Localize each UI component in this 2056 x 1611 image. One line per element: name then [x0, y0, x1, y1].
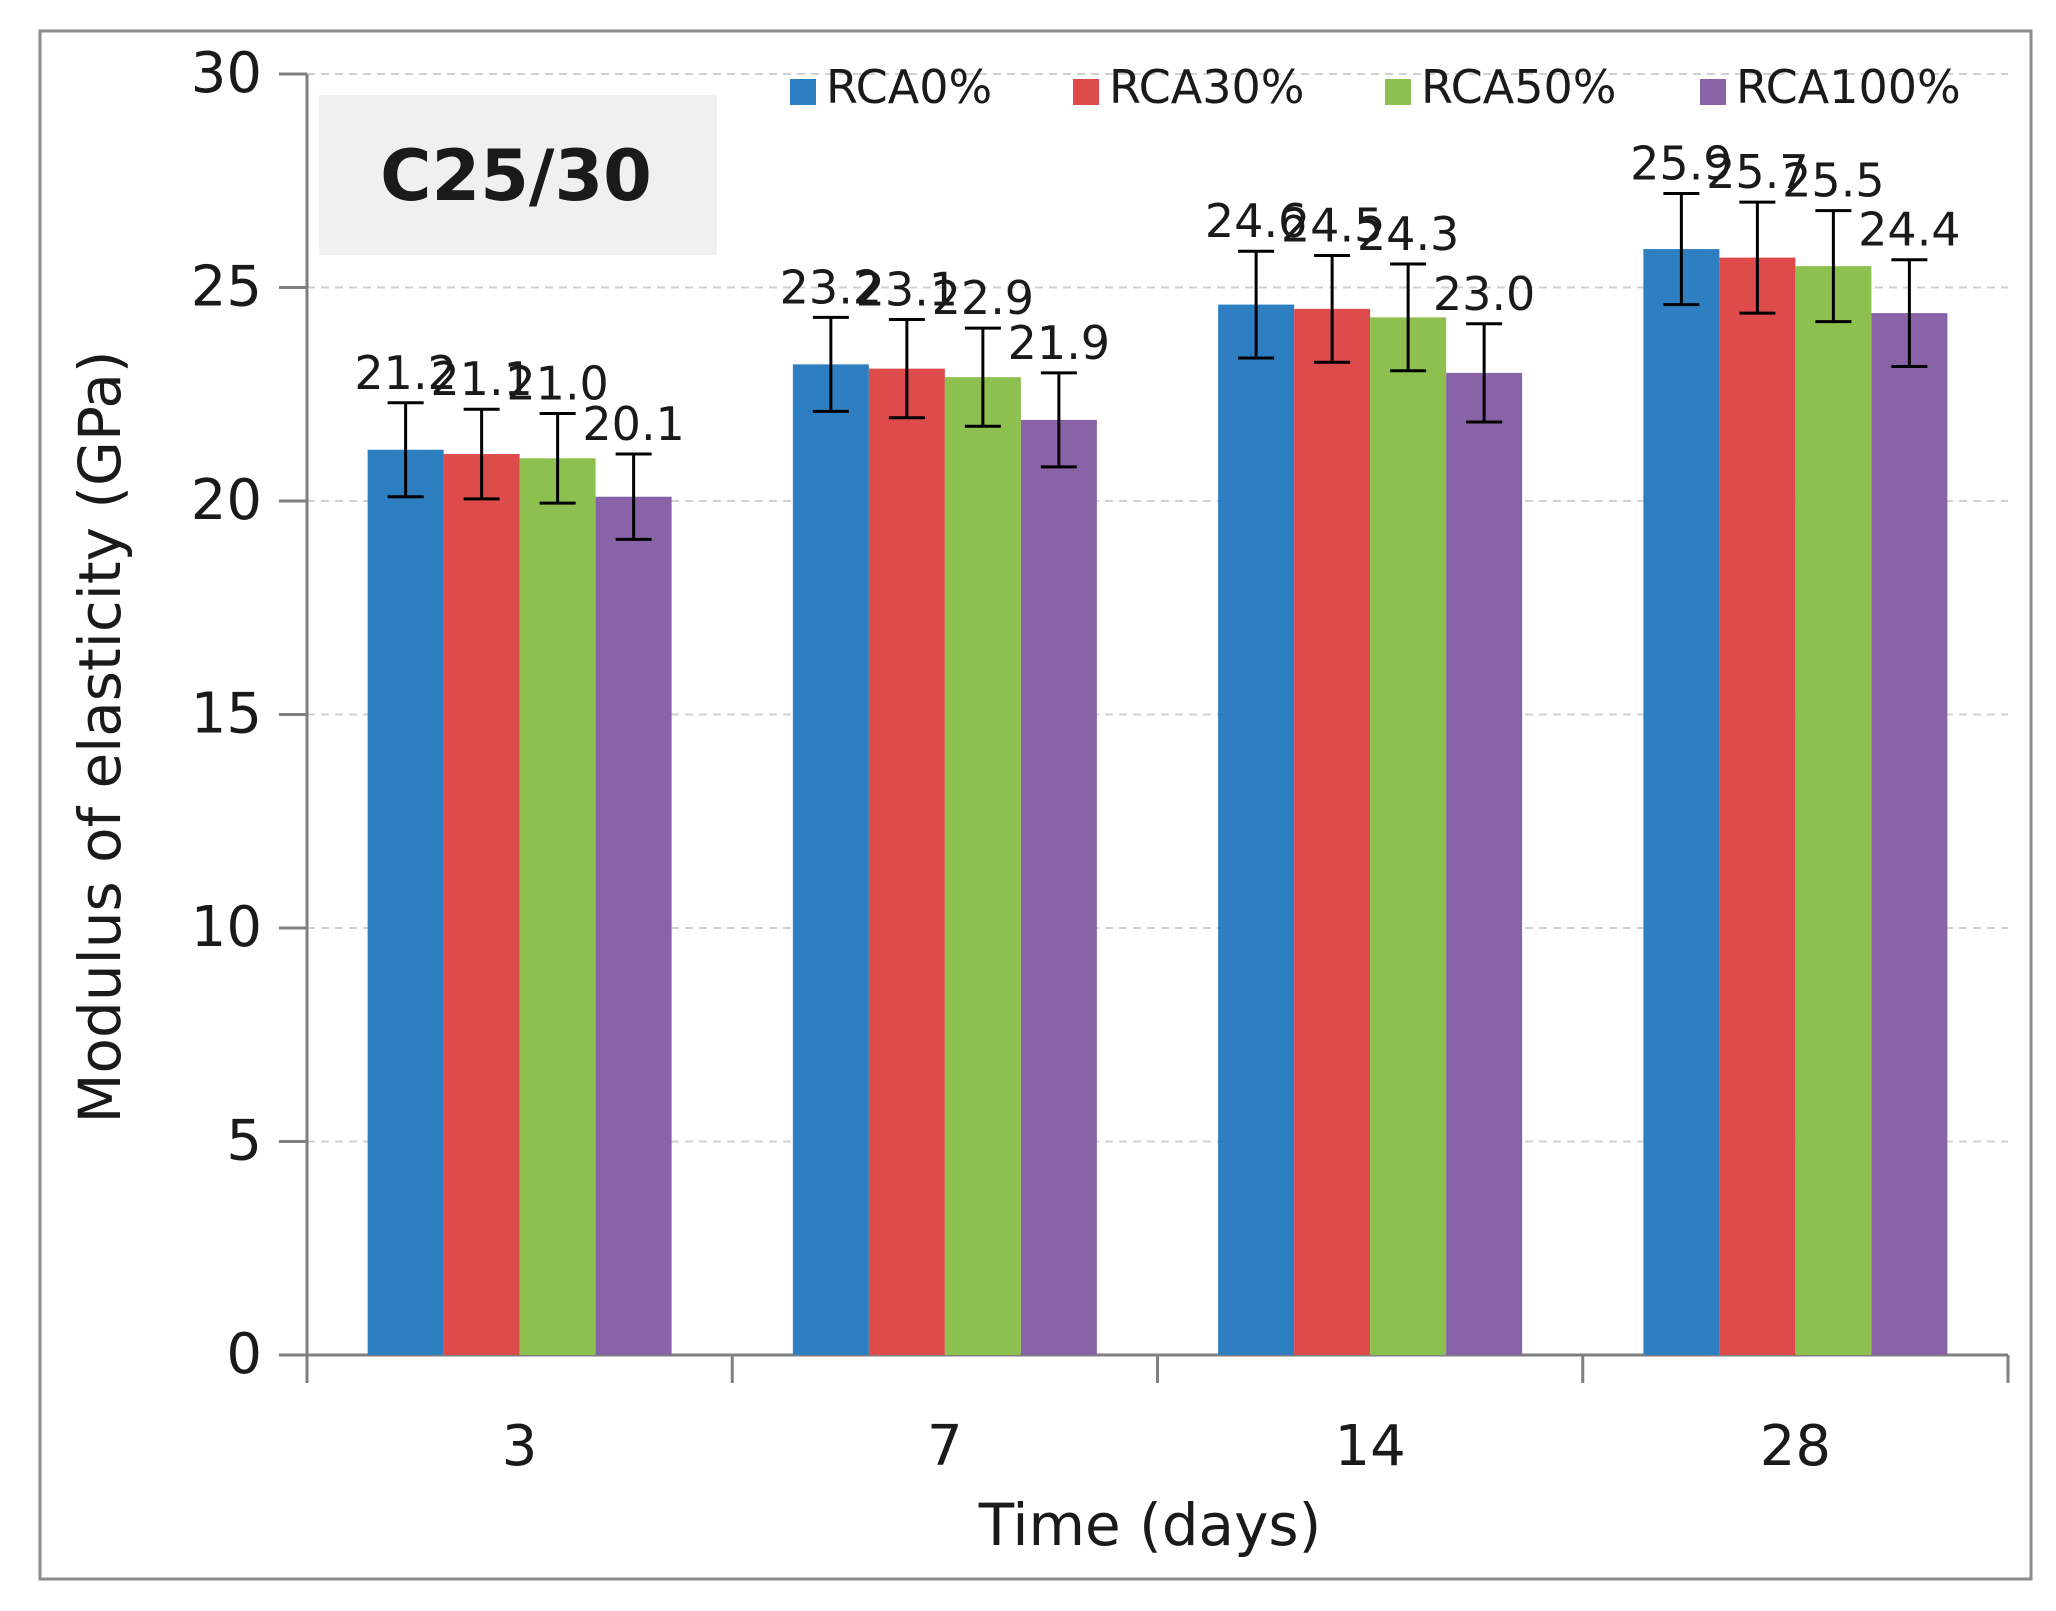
label-layer: 21.221.121.020.1 23.223.122.921.9 24.624.5…: [354, 137, 1960, 451]
data-label: 23.2: [780, 260, 882, 314]
bar: [1871, 313, 1948, 1355]
bar: [443, 454, 520, 1355]
bar: [1020, 419, 1097, 1355]
legend-swatch: [1073, 79, 1099, 105]
data-label: 23.1: [856, 263, 958, 317]
legend-item: RCA100%: [1700, 60, 1961, 114]
bar: [1218, 304, 1295, 1356]
data-label: 25.7: [1706, 145, 1808, 199]
bar: [519, 458, 596, 1355]
bar: [944, 377, 1021, 1355]
data-label: 21.2: [354, 346, 456, 400]
y-tick-label: 15: [191, 682, 262, 747]
y-tick-label: 30: [191, 41, 262, 106]
y-tick-label: 20: [191, 468, 262, 533]
data-label: 22.9: [932, 271, 1034, 325]
x-tick-label: 14: [1334, 1414, 1405, 1479]
y-tick-label: 0: [226, 1322, 262, 1387]
data-label: 25.9: [1630, 137, 1732, 191]
legend-label: RCA50%: [1421, 60, 1617, 114]
x-tick-label: 28: [1760, 1414, 1831, 1479]
bar: [367, 449, 444, 1355]
data-label: 23.0: [1433, 267, 1535, 321]
y-tick-label: 10: [191, 895, 262, 960]
legend-swatch: [1700, 79, 1726, 105]
data-label: 24.3: [1357, 207, 1459, 261]
legend: RCA0% RCA30% RCA50% RCA100%: [790, 60, 1961, 114]
bar: [595, 496, 672, 1356]
y-tick-label: 5: [226, 1109, 262, 1174]
bar: [1370, 317, 1447, 1355]
data-label: 21.0: [506, 356, 608, 410]
error-layer: [387, 192, 1928, 541]
data-label: 21.9: [1008, 316, 1110, 370]
bar: [1643, 249, 1720, 1355]
data-label: 24.6: [1205, 194, 1307, 248]
bar: [792, 364, 869, 1355]
x-tick-label: 3: [502, 1414, 538, 1479]
y-axis-title: Modulus of elasticity (GPa): [66, 350, 134, 1123]
data-label: 20.1: [582, 397, 684, 451]
legend-item: RCA50%: [1385, 60, 1617, 114]
legend-label: RCA0%: [826, 60, 992, 114]
data-label: 24.5: [1281, 198, 1383, 252]
legend-label: RCA100%: [1736, 60, 1961, 114]
axis-layer: 0 5 10 15 20 25 30 3 7 14 28: [191, 41, 2010, 1479]
y-tick-label: 25: [191, 255, 262, 320]
annotation-text: C25/30: [380, 135, 652, 217]
x-tick-label: 7: [927, 1414, 963, 1479]
bar-layer: [367, 249, 1948, 1356]
legend-label: RCA30%: [1109, 60, 1305, 114]
x-axis-title: Time (days): [978, 1491, 1322, 1559]
bar: [1795, 266, 1872, 1355]
annotation-box: C25/30: [319, 95, 717, 255]
legend-swatch: [1385, 79, 1411, 105]
bar: [868, 368, 945, 1355]
bar: [1294, 308, 1371, 1356]
data-label: 25.5: [1782, 154, 1884, 208]
bar: [1446, 372, 1523, 1355]
data-label: 24.4: [1858, 203, 1960, 257]
data-label: 21.1: [430, 352, 532, 406]
legend-item: RCA30%: [1073, 60, 1305, 114]
bar: [1719, 257, 1796, 1355]
annotation-background: [319, 95, 717, 255]
legend-swatch: [790, 79, 816, 105]
legend-item: RCA0%: [790, 60, 992, 114]
